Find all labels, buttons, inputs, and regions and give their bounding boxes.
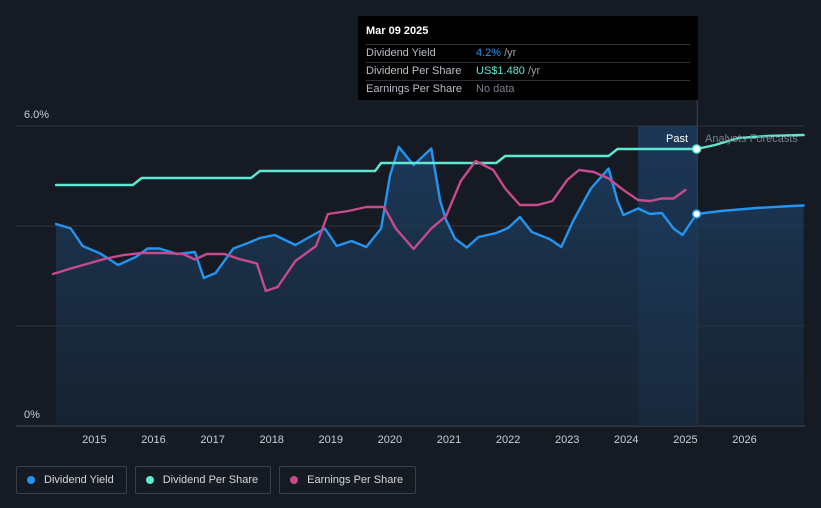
x-tick-label: 2020 bbox=[378, 434, 402, 446]
dividend-yield-marker bbox=[691, 209, 702, 219]
dividend-per-share-line bbox=[54, 133, 805, 187]
tooltip-unit: /yr bbox=[504, 47, 517, 59]
legend: Dividend Yield Dividend Per Share Earnin… bbox=[16, 466, 417, 494]
dividend-yield-fill bbox=[56, 147, 804, 426]
tooltip-row-dividend-per-share: Dividend Per Share US$1.480/yr bbox=[366, 63, 690, 81]
tooltip-value: US$1.480 bbox=[476, 65, 525, 77]
x-tick-label: 2021 bbox=[437, 434, 461, 446]
legend-label: Dividend Yield bbox=[44, 474, 114, 486]
dividend-yield-area bbox=[56, 147, 804, 426]
x-tick-label: 2015 bbox=[82, 434, 106, 446]
x-tick-label: 2017 bbox=[200, 434, 224, 446]
tooltip-label: Dividend Per Share bbox=[366, 65, 462, 77]
y-tick-label: 6.0% bbox=[24, 109, 49, 121]
legend-earnings-per-share[interactable]: Earnings Per Share bbox=[279, 466, 417, 494]
legend-dot-icon bbox=[27, 476, 35, 484]
tooltip-label: Dividend Yield bbox=[366, 47, 436, 59]
tooltip-value: 4.2% bbox=[476, 47, 502, 59]
x-tick-label: 2018 bbox=[259, 434, 283, 446]
current-markers bbox=[691, 144, 702, 219]
x-tick-label: 2019 bbox=[319, 434, 343, 446]
x-tick-label: 2025 bbox=[673, 434, 697, 446]
series-lines bbox=[51, 133, 805, 293]
tooltip-row-dividend-yield: Dividend Yield 4.2%/yr bbox=[366, 45, 690, 63]
x-tick-label: 2026 bbox=[732, 434, 756, 446]
x-tick-label: 2022 bbox=[496, 434, 520, 446]
legend-label: Earnings Per Share bbox=[307, 474, 404, 486]
dividend-per-share-marker bbox=[691, 144, 702, 154]
axis-labels: 6.0% 0% 2015 2016 2017 2018 2019 2020 2021 2022 20… bbox=[24, 109, 757, 446]
x-tick-label: 2016 bbox=[141, 434, 165, 446]
legend-dividend-per-share[interactable]: Dividend Per Share bbox=[134, 466, 272, 494]
tooltip-label: Earnings Per Share bbox=[366, 83, 462, 95]
legend-label: Dividend Per Share bbox=[162, 474, 259, 486]
past-label: Past bbox=[666, 133, 688, 145]
tooltip: Mar 09 2025 Dividend Yield 4.2%/yr Divid… bbox=[358, 16, 698, 100]
forecast-label: Analysts Forecasts bbox=[705, 133, 798, 145]
dividend-yield-line bbox=[54, 145, 805, 280]
x-tick-label: 2024 bbox=[614, 434, 638, 446]
tooltip-row-earnings-per-share: Earnings Per Share No data bbox=[366, 81, 690, 98]
legend-dot-icon bbox=[290, 476, 299, 484]
x-tick-label: 2023 bbox=[555, 434, 579, 446]
tooltip-value: No data bbox=[476, 83, 515, 95]
tooltip-date: Mar 09 2025 bbox=[366, 22, 690, 45]
legend-dividend-yield[interactable]: Dividend Yield bbox=[16, 466, 127, 494]
earnings-per-share-line bbox=[51, 159, 687, 293]
legend-dot-icon bbox=[145, 476, 154, 484]
y-tick-label: 0% bbox=[24, 409, 40, 421]
tooltip-unit: /yr bbox=[527, 65, 541, 77]
